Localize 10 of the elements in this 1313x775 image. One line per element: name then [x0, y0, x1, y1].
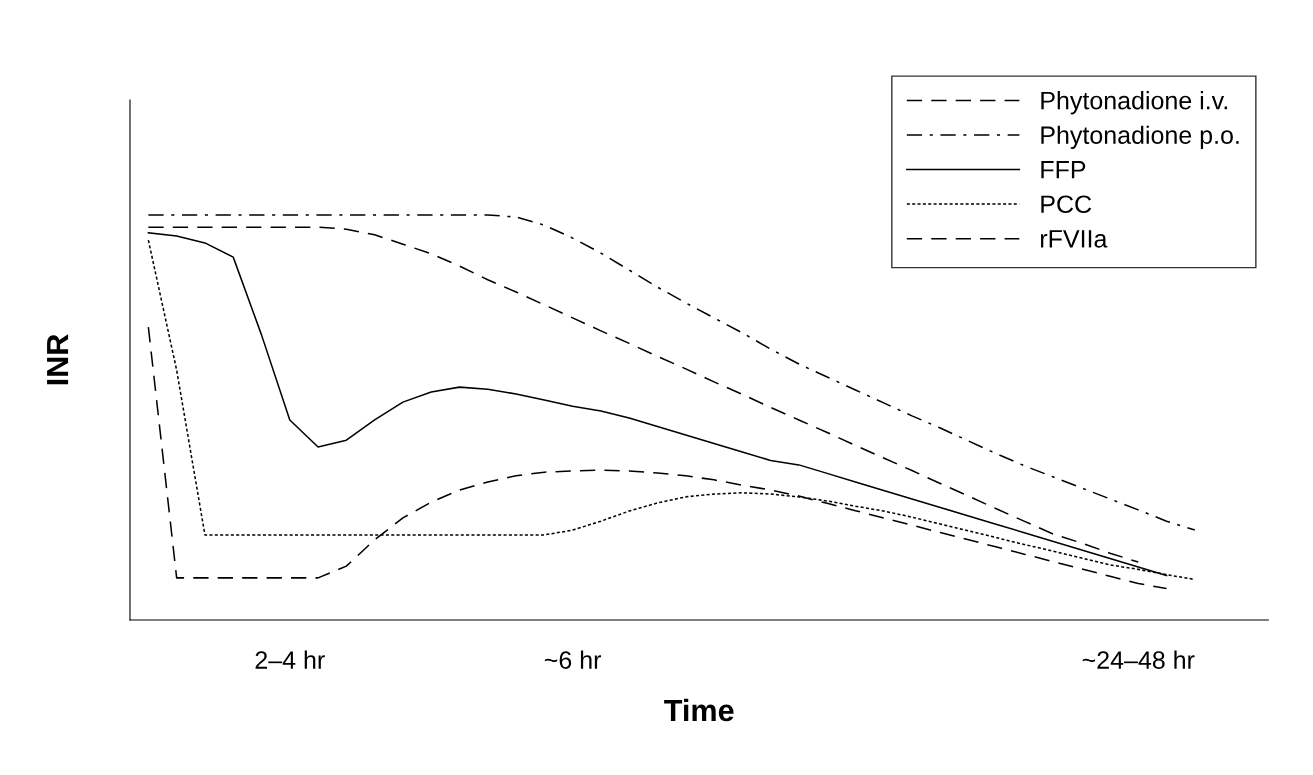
- x-tick-label: ~24–48 hr: [1082, 650, 1195, 669]
- x-tick-label: ~6 hr: [544, 650, 602, 669]
- legend-label: PCC: [1041, 195, 1092, 214]
- legend-label: Phytonadione i.v.: [1041, 91, 1227, 115]
- legend-label: FFP: [1041, 161, 1086, 179]
- legend-label: rFVIIa: [1040, 230, 1108, 248]
- y-axis-title: INR: [47, 334, 69, 385]
- x-axis-title: Time: [664, 698, 734, 722]
- x-tick-label: 2–4 hr: [255, 650, 325, 669]
- legend-label: Phytonadione p.o.: [1041, 125, 1239, 149]
